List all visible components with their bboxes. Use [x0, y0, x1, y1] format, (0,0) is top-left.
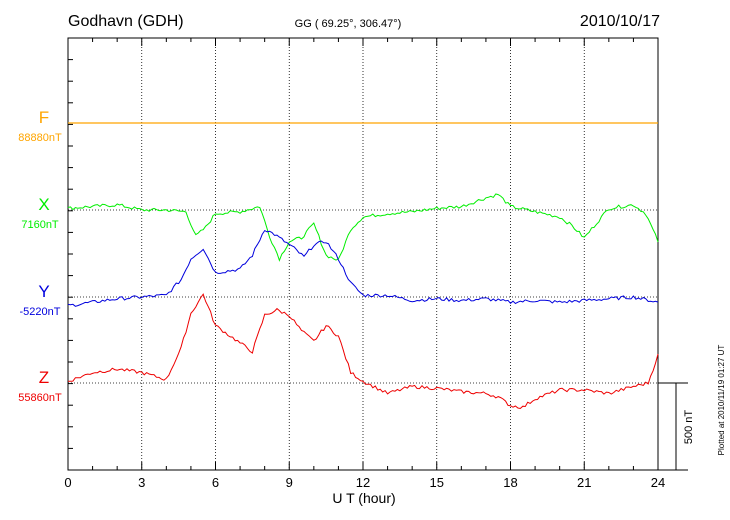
series-baseline-label-y: -5220nT — [20, 306, 61, 318]
x-axis-label: U T (hour) — [332, 490, 395, 506]
station-coords: GG ( 69.25°, 306.47°) — [295, 18, 402, 30]
x-tick-label-9: 9 — [286, 475, 293, 490]
series-baseline-label-z: 55860nT — [18, 392, 62, 404]
series-name-f: F — [39, 108, 49, 127]
grid-lines — [141, 38, 585, 470]
series-labels: F 88880nT X 7160nT Y -5220nT Z 55860nT — [18, 108, 62, 404]
x-tick-label-18: 18 — [503, 475, 517, 490]
x-tick-label-24: 24 — [651, 475, 665, 490]
x-axis-ticks: 0 3 6 9 12 15 18 21 24 — [64, 38, 665, 490]
series-name-y: Y — [38, 282, 49, 301]
series-baseline-label-x: 7160nT — [21, 219, 59, 231]
x-tick-label-12: 12 — [356, 475, 370, 490]
series-name-z: Z — [39, 368, 49, 387]
x-tick-label-6: 6 — [212, 475, 219, 490]
x-tick-label-15: 15 — [430, 475, 444, 490]
series-line-z — [67, 293, 659, 410]
series-name-x: X — [38, 195, 49, 214]
series-lines — [67, 122, 659, 410]
scale-bar-label: 500 nT — [683, 410, 695, 445]
plotted-timestamp: Plotted at 2010/11/19 01:27 UT — [717, 345, 726, 456]
station-title: Godhavn (GDH) — [68, 13, 184, 30]
scale-bar: 500 nT — [658, 382, 695, 471]
x-tick-label-0: 0 — [64, 475, 71, 490]
series-line-y — [67, 229, 659, 307]
x-tick-label-21: 21 — [577, 475, 591, 490]
date-label: 2010/10/17 — [580, 13, 660, 30]
series-baseline-label-f: 88880nT — [18, 132, 62, 144]
x-tick-label-3: 3 — [138, 475, 145, 490]
series-line-x — [67, 193, 659, 262]
